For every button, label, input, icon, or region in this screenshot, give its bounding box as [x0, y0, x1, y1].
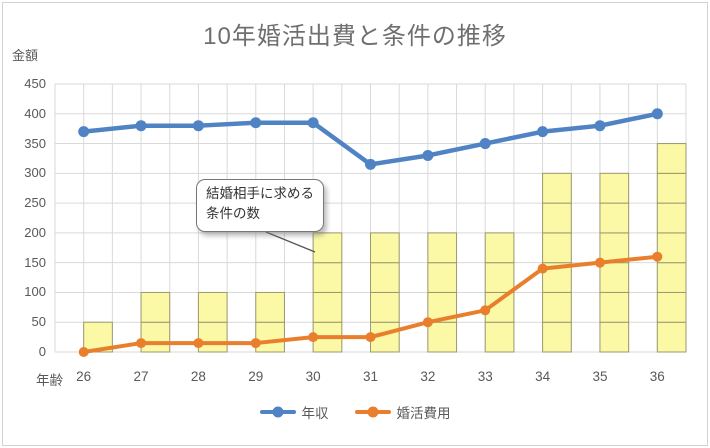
x-tick-label: 26: [76, 369, 92, 384]
y-tick-label: 450: [24, 76, 46, 91]
bar-block: [197, 321, 228, 353]
income-marker: [307, 117, 319, 129]
income-marker: [651, 108, 663, 120]
bar-block: [656, 202, 687, 234]
bar-block: [427, 262, 458, 293]
bar-block: [370, 262, 400, 293]
x-axis-title: 年齢: [36, 373, 63, 388]
expense-marker: [136, 338, 147, 349]
plot-area: [54, 83, 687, 357]
legend-item-income: 年収: [259, 402, 329, 422]
legend-label-income: 年収: [301, 406, 329, 421]
bar-block: [140, 291, 171, 323]
y-tick-label: 300: [24, 165, 46, 181]
y-axis-ticks: 450 400 350 300 250 200 150 100 50 0: [0, 76, 46, 359]
bar-block: [370, 291, 400, 323]
x-tick-label: 28: [190, 369, 206, 384]
y-axis-title: 金額: [12, 48, 39, 63]
bar-block: [599, 262, 630, 293]
bar-block: [542, 172, 572, 204]
y-tick-label: 150: [24, 254, 46, 270]
legend: 年収 婚活費用: [0, 402, 710, 422]
income-marker: [135, 120, 147, 132]
plot-svg: [54, 83, 687, 357]
bar-block: [197, 291, 228, 323]
annotation-callout: 結婚相手に求める 条件の数: [196, 179, 324, 232]
expense-marker: [78, 347, 89, 357]
annotation-leader-line: [265, 231, 316, 253]
x-tick-label: 29: [248, 369, 264, 384]
bar-block: [484, 262, 515, 293]
bar-block: [599, 291, 630, 323]
x-tick-label: 33: [477, 369, 493, 384]
income-marker: [422, 149, 434, 161]
legend-label-expense: 婚活費用: [396, 406, 451, 421]
income-marker: [594, 120, 606, 132]
y-tick-label: 400: [24, 105, 46, 121]
bar-block: [484, 321, 515, 353]
bar-block: [312, 232, 343, 264]
expense-marker: [250, 338, 261, 349]
bar-block: [656, 291, 687, 323]
y-tick-label: 50: [31, 314, 46, 330]
income-marker: [250, 117, 262, 129]
bar-block: [370, 232, 400, 264]
income-marker: [192, 120, 204, 132]
y-tick-label: 350: [24, 135, 46, 151]
bar-block: [427, 232, 458, 264]
bar-block: [656, 262, 687, 293]
expense-line-marker-icon: [354, 406, 391, 418]
income-marker: [78, 126, 90, 138]
expense-marker: [537, 263, 548, 274]
x-tick-label: 32: [420, 369, 436, 384]
legend-item-expense: 婚活費用: [354, 402, 451, 422]
x-tick-label: 31: [362, 369, 379, 384]
bar-block: [599, 321, 630, 353]
bar-block: [140, 321, 171, 353]
bar-block: [255, 321, 285, 353]
bar-block: [656, 321, 687, 353]
income-marker: [365, 158, 376, 170]
bar-block: [312, 291, 343, 323]
income-marker: [537, 126, 549, 138]
y-tick-label: 250: [24, 195, 46, 211]
bar-block: [255, 291, 285, 323]
annotation-line-1: 結婚相手に求める: [206, 186, 314, 201]
expense-marker: [365, 332, 376, 343]
bar-block: [656, 143, 687, 174]
bar-block: [312, 262, 343, 293]
expense-marker: [480, 305, 491, 316]
expense-marker: [193, 338, 204, 349]
x-tick-label: 36: [649, 369, 665, 384]
expense-marker: [422, 317, 433, 328]
annotation-line-2: 条件の数: [206, 206, 260, 222]
y-tick-label: 0: [38, 344, 46, 359]
x-tick-label: 30: [305, 369, 321, 384]
y-tick-label: 100: [24, 284, 46, 300]
expense-marker: [594, 257, 605, 268]
bar-block: [656, 172, 687, 204]
chart-title: 10年婚活出費と条件の推移: [203, 23, 507, 50]
y-tick-label: 200: [24, 224, 46, 240]
bar-block: [542, 291, 572, 323]
x-tick-label: 35: [592, 369, 608, 384]
bar-block: [542, 321, 572, 353]
bar-block: [427, 321, 458, 353]
income-line-marker-icon: [259, 406, 296, 418]
bar-block: [599, 202, 630, 234]
x-axis-ticks: 26 27 28 29 30 31 32 33 34 35 36: [55, 369, 686, 387]
x-tick-label: 34: [535, 369, 551, 384]
bar-block: [599, 172, 630, 204]
bar-block: [542, 232, 572, 264]
bar-block: [542, 202, 572, 234]
x-tick-label: 27: [133, 369, 149, 384]
expense-marker: [308, 332, 319, 343]
expense-marker: [652, 251, 663, 262]
income-marker: [479, 138, 491, 150]
bar-block: [484, 232, 515, 264]
